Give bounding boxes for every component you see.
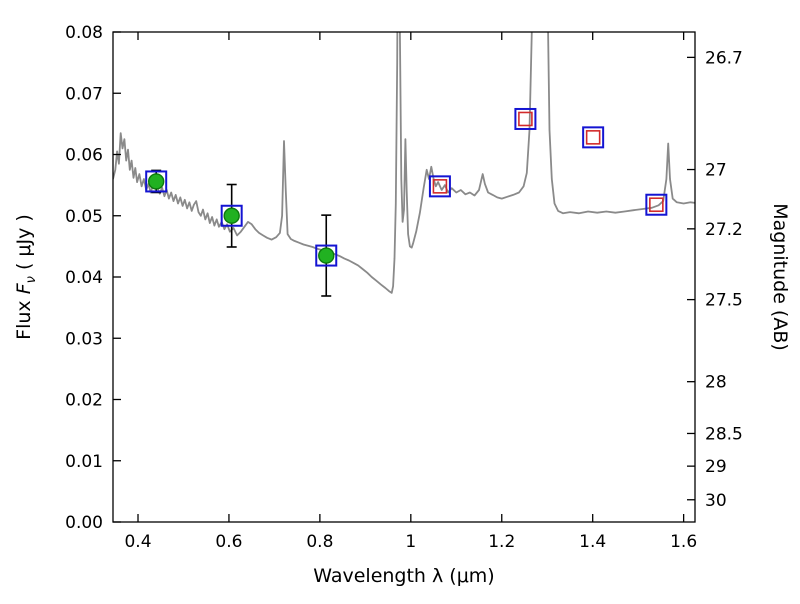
y-tick-label-left: 0.08 (65, 23, 103, 43)
observed-photometry-ir-squares-point (585, 130, 601, 145)
y-tick-label-left: 0.07 (65, 84, 103, 104)
model-photometry-squares-point (428, 175, 451, 198)
y-tick-label-right: 26.7 (705, 48, 743, 68)
model-photometry-squares-point (582, 126, 605, 149)
flux-label-suffix: ( μJy ) (13, 214, 35, 276)
y-axis-label-left: Flux Fν ( μJy ) (13, 214, 39, 340)
model-photometry-squares-point (315, 244, 338, 267)
observed-photometry-circles-group (147, 169, 335, 297)
observed-photometry-ir-squares-group (432, 111, 664, 213)
x-tick-label: 1.4 (579, 532, 606, 552)
y-tick-label-left: 0.03 (65, 329, 103, 349)
observed-photometry-circles-point (223, 207, 240, 224)
flux-symbol: F (13, 282, 35, 294)
flux-subscript: ν (24, 276, 39, 283)
y-tick-label-right: 27.5 (705, 291, 743, 311)
observed-photometry-circles-point (318, 247, 335, 264)
y-tick-label-left: 0.02 (65, 391, 103, 411)
y-tick-label-right: 27.2 (705, 220, 743, 240)
model-photometry-squares-point (514, 107, 537, 130)
model-photometry-squares-point (220, 204, 243, 227)
x-tick-label: 0.4 (124, 532, 151, 552)
model-spectrum (113, 32, 695, 294)
y-tick-label-right: 28 (705, 373, 727, 393)
y-tick-label-left: 0.06 (65, 146, 103, 166)
observed-photometry-ir-squares-point (432, 179, 448, 194)
flux-label-prefix: Flux (13, 294, 35, 340)
x-axis-label: Wavelength λ (μm) (313, 565, 494, 587)
y-tick-label-right: 29 (705, 457, 727, 477)
x-tick-label: 0.6 (215, 532, 242, 552)
y-tick-label-left: 0.00 (65, 513, 103, 533)
plot-generated-content: 0.4 0.6 0.8 1 1.2 1.4 1.6 0.00 0.01 0.02 0.03 0.04 0… (65, 23, 743, 552)
y-tick-label-left: 0.05 (65, 207, 103, 227)
x-tick-label: 1 (405, 532, 416, 552)
observed-photometry-ir-squares-point (518, 111, 533, 127)
y-tick-label-right: 27 (705, 161, 727, 181)
y-tick-label-left: 0.04 (65, 268, 103, 288)
x-tick-label: 1.2 (488, 532, 515, 552)
axes-frame (112, 31, 696, 523)
y-axis-label-right: Magnitude (AB) (769, 203, 791, 351)
model-photometry-squares-group (145, 107, 668, 267)
y-tick-label-right: 28.5 (705, 424, 743, 444)
y-tick-label-left: 0.01 (65, 452, 103, 472)
model-photometry-squares-point (645, 193, 668, 216)
x-tick-label: 0.8 (306, 532, 333, 552)
y-tick-label-right: 30 (705, 491, 727, 511)
observed-photometry-circles-point (147, 173, 165, 190)
observed-photometry-ir-squares-point (649, 197, 664, 213)
model-photometry-squares-point (145, 170, 168, 193)
x-tick-label: 1.6 (670, 532, 697, 552)
